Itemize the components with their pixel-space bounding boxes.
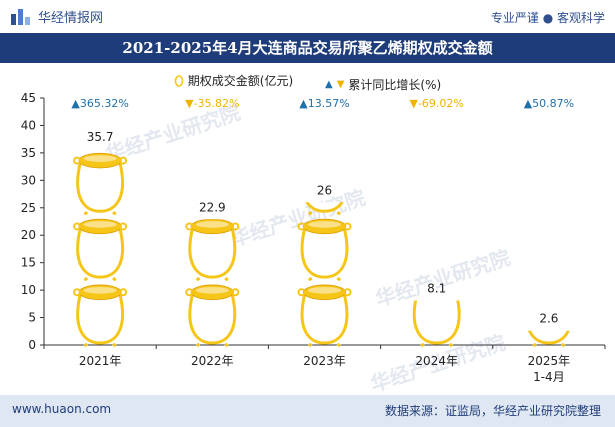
chart-title: 2021-2025年4月大连商品交易所聚乙烯期权成交金额 — [122, 39, 493, 57]
x-tick-label: 2022年 — [191, 354, 234, 368]
watermark-text: 华经产业研究院 — [103, 100, 244, 166]
y-tick-label: 10 — [21, 283, 36, 297]
data-label: 8.1 — [427, 282, 446, 296]
x-tick-label: 2023年 — [303, 354, 346, 368]
legend-label-amount: 期权成交金额(亿元) — [187, 74, 294, 88]
x-tick-label: 2021年 — [79, 354, 122, 368]
data-label: 26 — [317, 183, 332, 197]
bar-pot-stack — [528, 330, 570, 347]
footer-band — [0, 395, 615, 427]
bar-pot-stack — [185, 219, 240, 347]
brand-name: 华经情报网 — [38, 10, 104, 26]
chart-marks: 35.7 22.9 26 8.1 2.6 ▲365.32% ▼-35.82% ▲13.57% ▼… — [71, 97, 574, 348]
legend-item-yoy: ▲ ▼ 累计同比增长(%) — [325, 76, 441, 93]
pot-icon — [185, 219, 240, 282]
bar-pot-stack — [73, 152, 128, 347]
y-tick-label: 40 — [21, 118, 36, 132]
pot-icon — [185, 284, 240, 347]
brand: 华经情报网 — [10, 6, 103, 26]
pot-icon — [73, 218, 128, 282]
y-tick-label: 45 — [21, 91, 36, 105]
logo-icon — [11, 9, 30, 25]
top-bar: 华经情报网 专业严谨 ● 客观科学 — [0, 0, 615, 33]
axes: 0 5 10 15 20 25 30 35 40 45 2021年 2022年 2023年 2024年 20… — [21, 91, 606, 384]
legend-label-yoy: 累计同比增长(%) — [348, 77, 442, 92]
pot-icon — [297, 284, 352, 347]
y-tick-label: 20 — [21, 228, 36, 242]
pot-icon — [297, 218, 352, 282]
y-tick-label: 0 — [28, 338, 36, 352]
pot-icon — [305, 202, 344, 216]
x-tick-label: 2024年 — [415, 354, 458, 368]
data-label: 22.9 — [199, 200, 226, 214]
title-band — [0, 33, 615, 63]
footer-website[interactable]: www.huaon.com — [12, 402, 112, 416]
pot-icon — [73, 284, 128, 347]
data-label: 35.7 — [87, 130, 114, 144]
bar-pot-stack — [297, 202, 352, 347]
legend-item-amount: 期权成交金额(亿元) — [174, 72, 293, 89]
y-tick-label: 35 — [21, 146, 36, 160]
y-tick-label: 5 — [28, 311, 36, 325]
triangle-up-icon: ▲ — [325, 78, 333, 90]
y-tick-label: 25 — [21, 201, 36, 215]
x-tick-label: 2025年 — [528, 354, 571, 368]
pot-icon — [73, 152, 128, 216]
y-tick-label: 30 — [21, 173, 36, 187]
legend: 期权成交金额(亿元) ▲ ▼ 累计同比增长(%) — [0, 72, 615, 93]
pot-legend-icon — [174, 74, 184, 87]
pot-icon — [528, 330, 570, 347]
x-tick-label: 1-4月 — [533, 370, 565, 384]
yoy-label: ▲365.32% — [71, 97, 128, 110]
data-label: 2.6 — [539, 312, 558, 326]
pot-icon — [412, 300, 461, 348]
yoy-label: ▼-35.82% — [185, 97, 239, 110]
bar-pot-stack — [412, 300, 461, 348]
yoy-label: ▲13.57% — [299, 97, 349, 110]
yoy-label: ▼-69.02% — [410, 97, 464, 110]
triangle-down-icon: ▼ — [336, 78, 345, 90]
footer-source: 数据来源：证监局，华经产业研究院整理 — [384, 404, 601, 418]
y-tick-label: 15 — [21, 256, 36, 270]
yoy-label: ▲50.87% — [524, 97, 574, 110]
tagline: 专业严谨 ● 客观科学 — [490, 11, 605, 25]
